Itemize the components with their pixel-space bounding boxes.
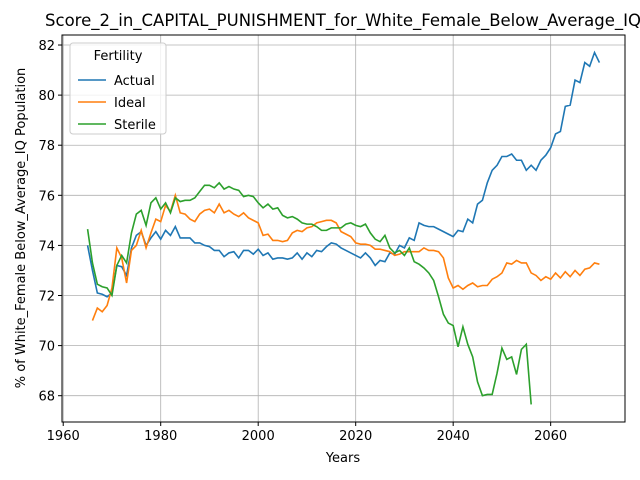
y-tick-label: 74	[38, 239, 55, 254]
legend-label: Actual	[114, 74, 155, 89]
y-tick-label: 80	[38, 89, 55, 104]
x-tick-label: 2040	[437, 429, 470, 444]
legend-title: Fertility	[94, 49, 143, 64]
y-axis-label: % of White_Female Below_Average_IQ Popul…	[14, 68, 29, 389]
plot-area	[86, 50, 601, 405]
x-tick-label: 1980	[144, 429, 177, 444]
series-line	[86, 181, 532, 405]
y-tick-label: 78	[38, 139, 55, 154]
y-tick-label: 70	[38, 340, 55, 355]
x-tick-label: 1960	[47, 429, 80, 444]
legend: Fertility Actual Ideal Sterile	[69, 42, 167, 135]
x-tick-label: 2020	[339, 429, 372, 444]
axes-frame	[61, 34, 626, 423]
y-tick-label: 68	[38, 390, 55, 405]
series-line	[86, 50, 601, 298]
grid	[62, 35, 625, 422]
legend-label: Ideal	[114, 96, 146, 111]
series-line	[91, 192, 600, 321]
legend-label: Sterile	[114, 118, 156, 133]
y-tick-label: 82	[38, 39, 55, 54]
chart-title: Score_2_in_CAPITAL_PUNISHMENT_for_White_…	[45, 11, 640, 31]
legend-box	[69, 42, 167, 135]
y-tick-label: 72	[38, 290, 55, 305]
y-tick-label: 76	[38, 189, 55, 204]
x-tick-label: 2060	[534, 429, 567, 444]
x-tick-label: 2000	[242, 429, 275, 444]
x-axis-label: Years	[325, 451, 361, 466]
